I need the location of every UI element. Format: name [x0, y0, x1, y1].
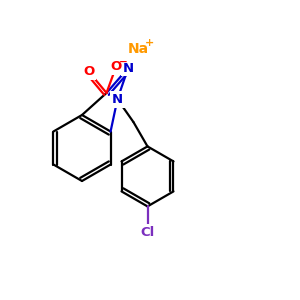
Text: −: − [119, 57, 128, 67]
Text: O: O [83, 65, 94, 78]
Text: N: N [112, 93, 123, 106]
Text: Na: Na [128, 42, 149, 56]
Text: O: O [110, 60, 122, 73]
Text: +: + [145, 38, 154, 48]
Text: Cl: Cl [140, 226, 154, 239]
Text: N: N [123, 61, 134, 74]
